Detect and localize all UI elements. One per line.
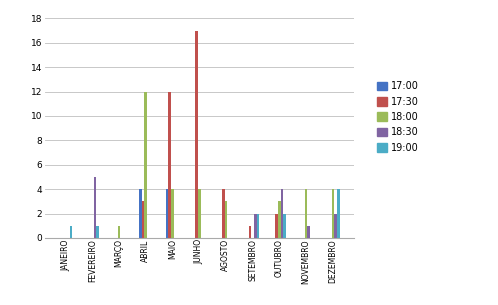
Bar [142,201,144,238]
Bar [94,177,96,238]
Bar [166,189,168,238]
Bar [118,226,121,238]
Bar [334,214,337,238]
Bar [278,201,281,238]
Bar [281,189,283,238]
Bar [225,201,227,238]
Bar [198,189,201,238]
Bar [249,226,251,238]
Bar [307,226,310,238]
Bar [305,189,307,238]
Bar [222,189,225,238]
Bar [332,189,334,238]
Bar [139,189,142,238]
Bar [144,92,147,238]
Bar [337,189,340,238]
Bar [195,30,198,238]
Bar [168,92,171,238]
Bar [275,214,278,238]
Bar [171,189,174,238]
Bar [96,226,99,238]
Bar [254,214,256,238]
Bar [70,226,72,238]
Bar [283,214,286,238]
Bar [256,214,259,238]
Legend: 17:00, 17:30, 18:00, 18:30, 19:00: 17:00, 17:30, 18:00, 18:30, 19:00 [374,78,422,156]
